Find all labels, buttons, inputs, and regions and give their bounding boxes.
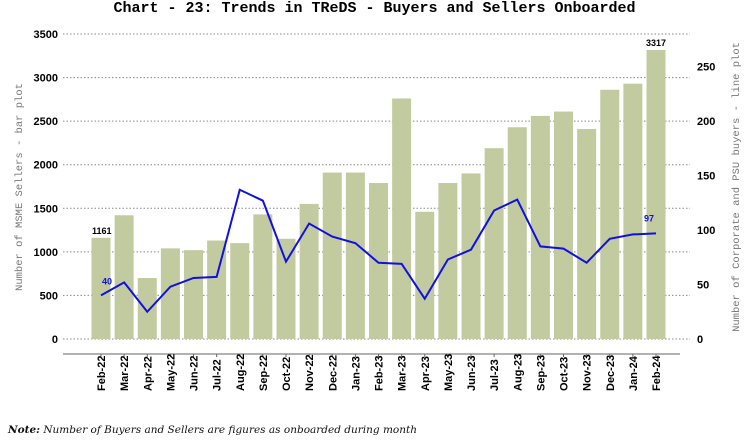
x-tick-label: May-22: [165, 354, 177, 391]
bar: [623, 83, 643, 340]
bar: [461, 173, 481, 339]
note-prefix: Note:: [8, 424, 41, 436]
right-tick-label: 200: [697, 116, 715, 128]
bar: [91, 237, 111, 339]
footnote: Note: Number of Buyers and Sellers are f…: [8, 424, 417, 436]
x-tick-label: Jan-24: [628, 355, 640, 391]
x-tick-label: Feb-22: [96, 356, 108, 391]
bar: [299, 203, 319, 339]
x-tick-label: Apr-23: [420, 356, 432, 391]
x-tick-label: Aug-23: [512, 354, 524, 391]
note-text: Number of Buyers and Sellers are figures…: [40, 424, 418, 436]
bar: [207, 240, 227, 339]
right-axis-title: Number of Corporate and PSU buyers - lin…: [731, 42, 743, 332]
x-tick-label: Mar-22: [119, 356, 131, 391]
x-tick-label: Jul-23: [489, 359, 501, 391]
x-tick-label: Jan-23: [350, 356, 362, 391]
bar: [253, 214, 273, 339]
x-tick-label: Oct-22: [281, 357, 293, 391]
right-tick-label: 250: [697, 62, 715, 74]
line-data-label: 97: [644, 213, 654, 223]
bar: [415, 211, 435, 339]
left-tick-label: 500: [40, 290, 58, 302]
bar: [322, 172, 342, 339]
x-tick-label: May-23: [443, 354, 455, 391]
x-tick-label: Feb-23: [374, 356, 386, 391]
left-axis-title: Number of MSME Sellers - bar plot: [14, 83, 26, 291]
bar: [484, 148, 504, 339]
x-tick-label: Nov-22: [304, 354, 316, 391]
left-tick-label: 1500: [34, 203, 58, 215]
right-tick-label: 150: [697, 171, 715, 183]
x-tick-label: Nov-23: [582, 354, 594, 391]
bar: [577, 128, 597, 339]
bar: [184, 250, 203, 339]
bar: [137, 278, 157, 339]
bar: [276, 238, 296, 339]
x-tick-label: Dec-22: [327, 355, 339, 391]
left-tick-label: 1000: [34, 247, 58, 259]
bar-data-label: 3317: [646, 38, 666, 48]
x-tick-label: Oct-23: [559, 357, 571, 391]
x-tick-label: Jul-22: [212, 359, 224, 391]
x-tick-label: Apr-22: [142, 356, 154, 391]
x-tick-label: Jun-22: [189, 356, 201, 391]
buyers-line: [100, 188, 657, 314]
left-tick-label: 0: [52, 334, 58, 346]
bar: [114, 215, 134, 339]
right-tick-label: 100: [697, 225, 715, 237]
bar: [369, 183, 388, 339]
x-tick-label: Dec-23: [605, 355, 617, 391]
bar: [230, 243, 250, 339]
bar: [530, 115, 550, 340]
chart-title: Chart - 23: Trends in TReDS - Buyers and…: [113, 0, 636, 17]
left-tick-label: 3500: [34, 29, 58, 41]
x-tick-label: Sep-22: [258, 355, 270, 391]
x-tick-label: Mar-23: [397, 356, 409, 391]
chart-svg: 0 500 1000 1500 2000 2500 3000 3500 0 50 100 150 200…: [14, 29, 743, 391]
left-tick-label: 2000: [34, 160, 58, 172]
left-tick-label: 3000: [34, 73, 58, 85]
x-tick-label: Sep-23: [535, 355, 547, 391]
bar: [345, 172, 365, 339]
bar: [554, 111, 573, 339]
bar: [507, 127, 527, 339]
bar-data-label: 1161: [92, 226, 112, 236]
right-tick-label: 0: [697, 334, 703, 346]
bar: [600, 89, 620, 340]
x-tick-label: Aug-22: [235, 354, 247, 391]
x-tick-label: Jun-23: [466, 356, 478, 391]
bar: [646, 49, 666, 339]
bar: [160, 248, 180, 339]
right-tick-label: 50: [697, 280, 709, 292]
bar: [392, 98, 412, 339]
line-data-label: 40: [102, 276, 112, 286]
x-tick-label: Feb-24: [651, 355, 663, 391]
left-tick-label: 2500: [34, 116, 58, 128]
